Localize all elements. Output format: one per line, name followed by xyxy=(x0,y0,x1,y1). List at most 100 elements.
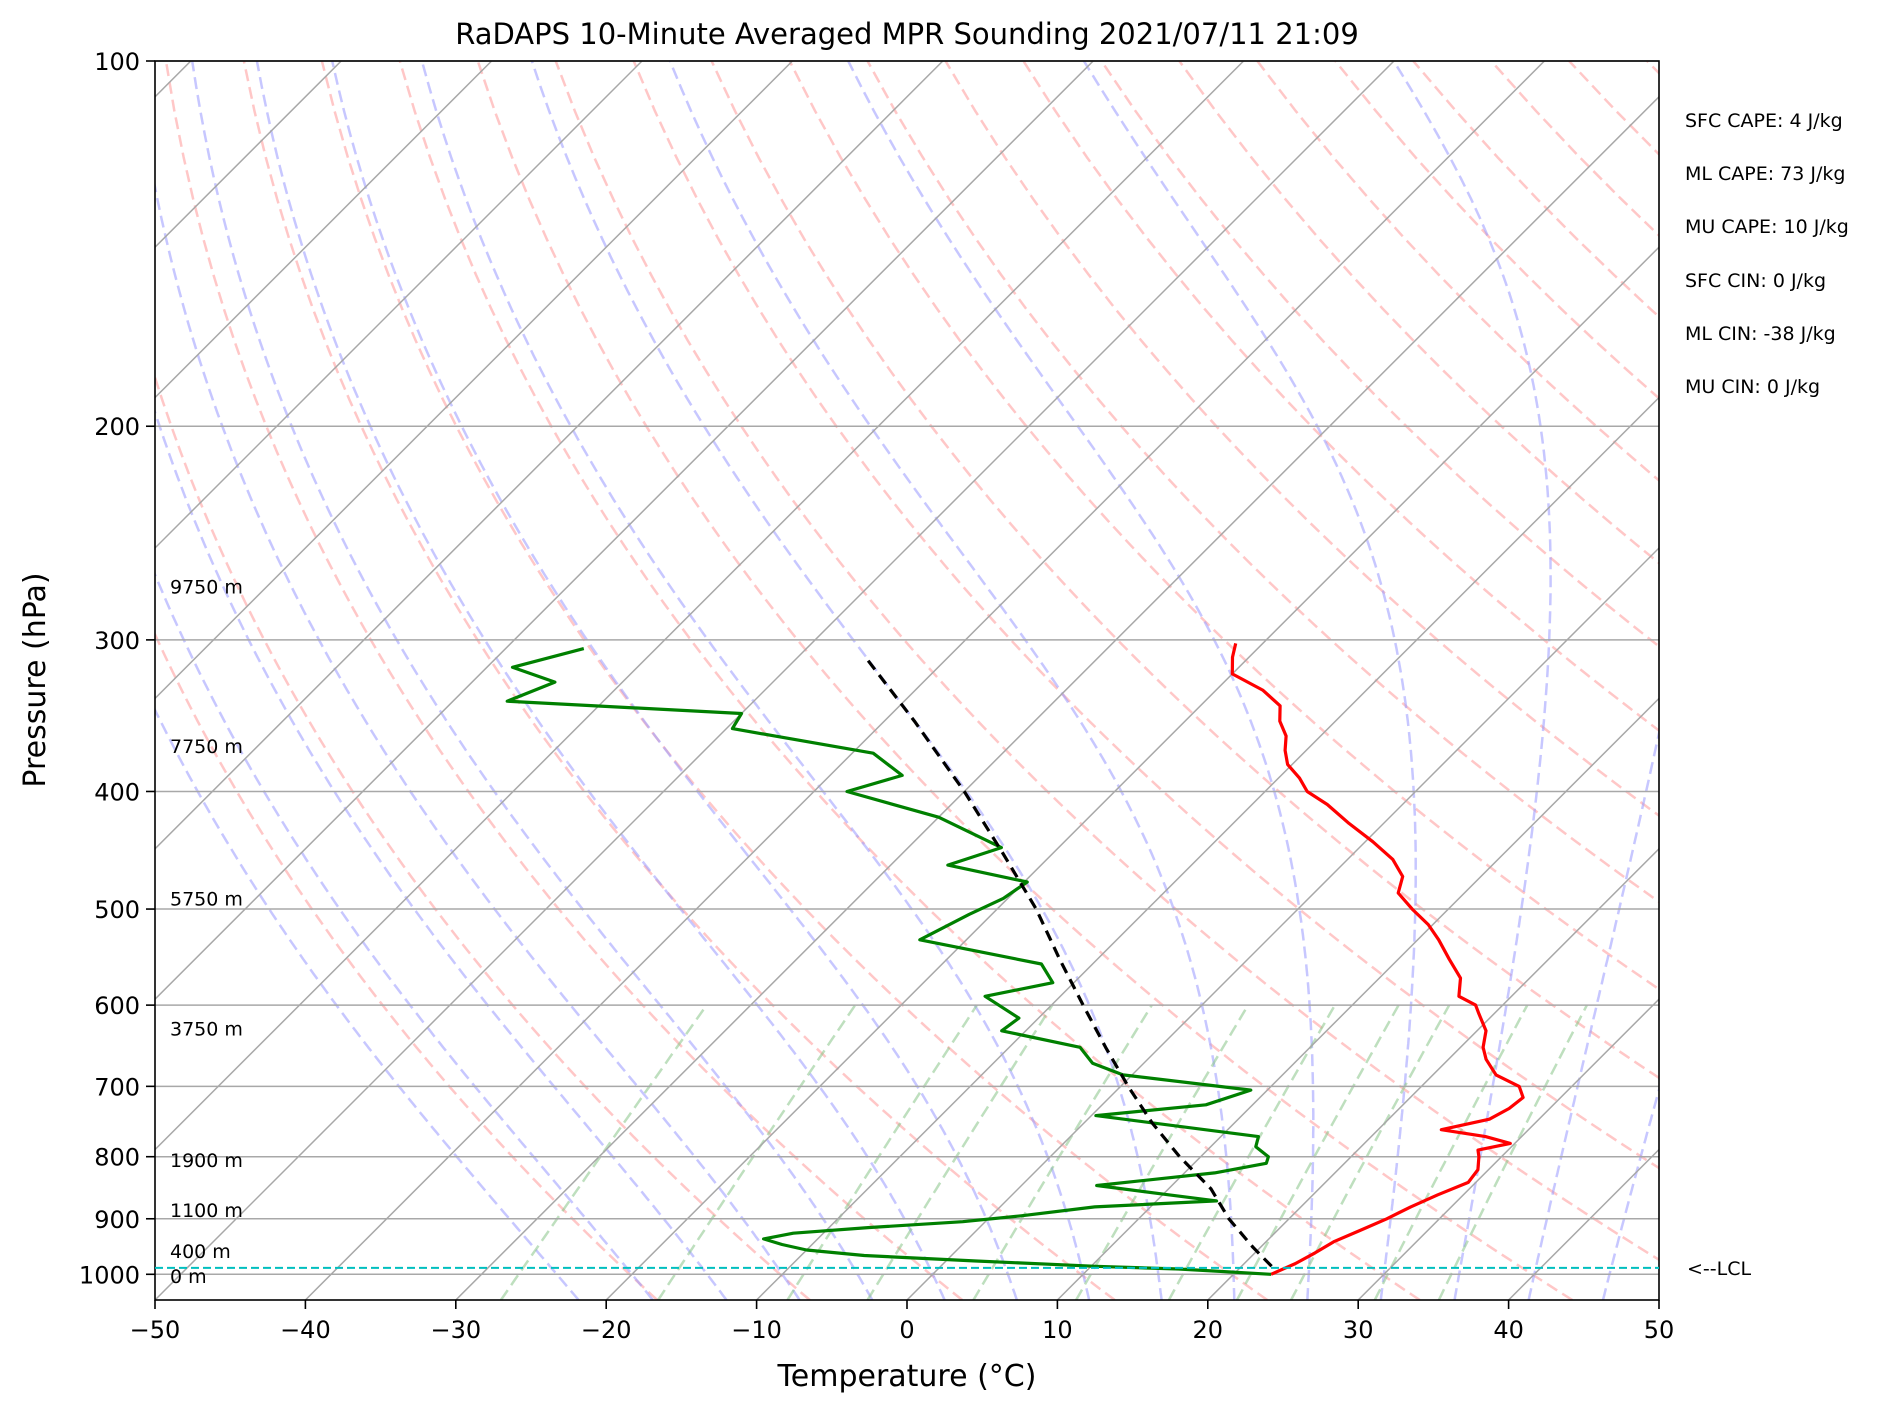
moist-adiabat-line xyxy=(330,61,1019,1300)
moist-adiabat-line xyxy=(1601,1085,1659,1300)
x-tick-label: −30 xyxy=(430,1316,481,1344)
ml-cin-text: ML CIN: -38 J/kg xyxy=(1685,323,1836,345)
y-tick-label: 100 xyxy=(94,48,140,76)
height-label: 3750 m xyxy=(170,1018,243,1040)
isotherm-line xyxy=(155,61,944,850)
moist-adiabat-line xyxy=(420,61,1091,1300)
dry-adiabat-line xyxy=(632,61,1659,1170)
mixing-ratio-line xyxy=(1437,1004,1589,1300)
mixing-ratio-line xyxy=(866,1004,1054,1300)
y-tick-label: 800 xyxy=(94,1144,140,1172)
sfc-cape-text: SFC CAPE: 4 J/kg xyxy=(1685,110,1843,132)
dry-adiabat-line xyxy=(1256,61,1659,483)
x-tick-label: 10 xyxy=(1042,1316,1073,1344)
isotherm-line xyxy=(304,61,1545,1300)
dry-adiabat-line xyxy=(1022,61,1659,733)
mixing-ratio-line xyxy=(1167,1004,1336,1300)
height-label: 1100 m xyxy=(170,1200,243,1222)
height-label: 400 m xyxy=(170,1241,231,1263)
y-tick-label: 600 xyxy=(94,992,140,1020)
dry-adiabat-line xyxy=(242,61,1116,1300)
height-label: 5750 m xyxy=(170,888,243,910)
isotherm-line xyxy=(155,61,643,550)
y-tick-label: 500 xyxy=(94,896,140,924)
sfc-cin-text: SFC CIN: 0 J/kg xyxy=(1685,270,1827,292)
dry-adiabat-line xyxy=(1725,61,1889,1300)
moist-adiabat-line xyxy=(155,571,654,1300)
moist-adiabat-line xyxy=(255,61,946,1300)
y-tick-label: 900 xyxy=(94,1206,140,1234)
isotherm-line xyxy=(1056,697,1659,1300)
height-label: 7750 m xyxy=(170,736,243,758)
height-label: 9750 m xyxy=(170,576,243,598)
x-tick-label: 0 xyxy=(899,1316,914,1344)
moist-adiabat-line xyxy=(847,61,1315,1300)
dry-adiabat-line xyxy=(1100,61,1659,648)
chart-title: RaDAPS 10-Minute Averaged MPR Sounding 2… xyxy=(455,17,1359,51)
y-axis-label: Pressure (hPa) xyxy=(18,572,53,787)
x-axis-label: Temperature (°C) xyxy=(777,1359,1037,1394)
y-tick-label: 700 xyxy=(94,1073,140,1101)
ml-cape-text: ML CAPE: 73 J/kg xyxy=(1685,163,1846,185)
y-tick-label: 300 xyxy=(94,627,140,655)
dry-adiabat-line xyxy=(788,61,1659,991)
height-label: 1900 m xyxy=(170,1150,243,1172)
mixing-ratio-line xyxy=(1373,1004,1529,1300)
mu-cin-text: MU CIN: 0 J/kg xyxy=(1685,376,1821,398)
isotherm-line xyxy=(455,95,1659,1300)
mixing-ratio-line xyxy=(1235,1004,1400,1300)
dry-adiabat-line xyxy=(1178,61,1659,565)
x-tick-label: −20 xyxy=(581,1316,632,1344)
mu-cape-text: MU CAPE: 10 J/kg xyxy=(1685,216,1849,238)
dry-adiabat-line xyxy=(554,61,1659,1262)
dry-adiabat-line xyxy=(1568,61,1659,157)
mixing-ratio-line xyxy=(1289,1004,1451,1300)
isotherm-line xyxy=(155,61,793,700)
isotherm-line xyxy=(155,61,1245,1151)
dry-adiabat-line xyxy=(320,61,1269,1300)
isotherm-line xyxy=(155,61,1094,1001)
x-tick-label: −40 xyxy=(280,1316,331,1344)
isotherm-line xyxy=(906,546,1659,1300)
lcl-label: <--LCL xyxy=(1687,1258,1751,1280)
moist-adiabat-line xyxy=(190,61,874,1300)
dry-adiabat-line xyxy=(476,61,1574,1300)
moist-adiabat-line xyxy=(668,61,1236,1300)
moist-adiabat-line xyxy=(1527,727,1659,1300)
isotherm-line xyxy=(1658,1298,1659,1300)
isotherm-line xyxy=(1207,847,1659,1300)
x-tick-label: 30 xyxy=(1343,1316,1374,1344)
isotherm-line xyxy=(756,396,1659,1300)
mixing-ratio-line xyxy=(786,1004,978,1300)
y-tick-label: 400 xyxy=(94,778,140,806)
moist-adiabat-line xyxy=(155,408,728,1300)
moist-adiabat-line xyxy=(530,61,1163,1300)
moist-adiabat-line xyxy=(1082,61,1417,1300)
dewpoint-line xyxy=(505,647,1272,1276)
mixing-ratio-line xyxy=(657,1004,857,1300)
y-tick-label: 1000 xyxy=(79,1261,140,1289)
dry-adiabat-line xyxy=(1334,61,1659,400)
isotherm-line xyxy=(155,61,1395,1300)
mixing-ratio-line xyxy=(499,1004,708,1300)
dry-adiabat-line xyxy=(155,373,811,1300)
isotherm-line xyxy=(1357,998,1659,1300)
moist-adiabat-line xyxy=(155,180,801,1300)
temperature-line xyxy=(1230,643,1525,1276)
height-label: 0 m xyxy=(170,1266,207,1288)
dry-adiabat-line xyxy=(866,61,1659,904)
moist-adiabat-line xyxy=(155,707,580,1300)
dry-adiabat-line xyxy=(398,61,1421,1300)
isotherm-line xyxy=(605,246,1659,1300)
dry-adiabat-line xyxy=(1490,61,1659,238)
isotherm-line xyxy=(1508,1148,1659,1300)
isotherm-line xyxy=(155,61,493,399)
x-tick-label: −10 xyxy=(731,1316,782,1344)
x-tick-label: 40 xyxy=(1493,1316,1524,1344)
x-tick-label: −50 xyxy=(130,1316,181,1344)
x-tick-label: 20 xyxy=(1193,1316,1224,1344)
dry-adiabat-line xyxy=(944,61,1659,818)
mixing-ratio-line xyxy=(1075,1004,1250,1300)
x-tick-label: 50 xyxy=(1644,1316,1675,1344)
